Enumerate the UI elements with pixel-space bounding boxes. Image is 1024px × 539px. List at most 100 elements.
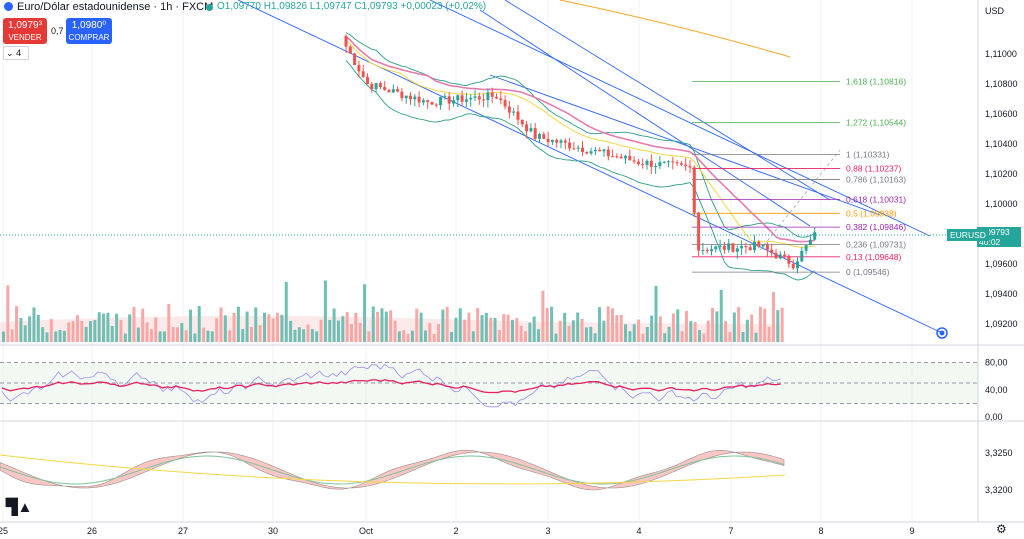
volume-bar [510,319,514,342]
volume-bar [75,315,79,342]
candle-body [512,111,516,113]
candle-body [688,166,692,168]
volume-bar [724,321,728,342]
badge-price: 1,09793 [979,227,1010,237]
time-tick-label: 3 [545,526,550,536]
volume-bar [732,312,736,342]
sell-button[interactable]: 1,0979³ VENDER [3,18,47,44]
volume-bar [80,320,84,342]
volume-bar [19,318,23,342]
volume-bar [497,330,501,342]
volume-bar [176,327,179,342]
candle-body [525,124,529,132]
bollinger-bands [345,0,815,281]
volume-bar [10,329,14,342]
candle-body [387,89,391,93]
volume-bar [89,321,92,342]
volume-bar [215,318,219,342]
candle-body [473,96,477,98]
trend-line [489,74,881,216]
volume-bar [345,311,349,342]
volume-bar [489,317,493,342]
chart-title[interactable]: Euro/Dólar estadounidense · 1h · FXCM [17,1,214,13]
volume-bar [767,326,771,342]
price-tick-label: 1,10400 [985,139,1018,149]
candle-body [722,245,726,250]
price-tick-label: 1,09600 [985,259,1018,269]
price-tick-label: 1,10000 [985,199,1018,209]
volume-bar [545,307,549,342]
candle-body [787,255,791,264]
volume-bar [206,330,210,342]
volume-bar [645,327,649,342]
volume-bar [698,330,701,342]
buy-button[interactable]: 1,0980⁰ COMPRAR [66,18,112,44]
volume-bar [419,312,423,342]
candle-body [400,91,404,99]
volume-bar [515,318,519,342]
candle-body [383,87,387,90]
volume-bar [528,322,532,342]
rsi-pane: 80,00 40,00 0,00 [0,358,1008,422]
oscillator-baseline [0,454,786,485]
time-tick-label: Oct [359,526,374,536]
candle-body [667,161,670,163]
candle-body [800,250,804,262]
volume-bar [750,314,754,342]
currency-label[interactable]: USD [985,6,1005,16]
candle-body [495,96,498,99]
candle-body [477,96,481,100]
candle-body [404,95,408,99]
candle-body [593,149,597,152]
indicators-toggle[interactable]: ⌄ 4 [3,46,29,60]
candle-body [606,149,610,157]
volume-bar [2,331,5,342]
candle-body [542,134,546,139]
volume-bar [167,303,171,342]
volume-bar [567,325,571,342]
volume-bar [524,331,527,342]
volume-bar [423,330,427,342]
time-tick-label: 27 [178,526,188,536]
volume-bar [428,322,432,342]
candle-body [632,160,636,162]
candle-body [413,96,417,100]
candle-body [727,243,731,250]
volume-bar [128,314,132,342]
candle-body [654,166,658,168]
time-tick-label: 2 [453,526,458,536]
volume-bar [754,332,758,342]
trend-anchor-dot [939,330,945,336]
candle-body [452,100,455,104]
volume-bar [315,331,319,342]
volume-bar [558,320,562,342]
volume-bar [193,333,197,342]
fibonacci-levels[interactable]: 0 (1,09546) 0,13 (1,09648) 0,236 (1,09731)… [0,77,978,278]
volume-bar [432,333,436,342]
live-dot-icon [206,4,213,11]
candle-body [761,244,765,247]
candle-body [391,89,395,93]
volume-bar [41,327,45,342]
candle-body [434,104,438,106]
candle-body [598,149,602,152]
badge-countdown: 40:02 [979,237,1001,247]
settings-gear-icon[interactable]: ⚙ [996,522,1007,536]
volume-bar [62,330,66,342]
ma-orange [559,0,791,58]
volume-bar [319,319,323,342]
candle-body [533,128,537,139]
volume-bar [136,327,140,342]
time-tick-label: 4 [636,526,641,536]
volume-bar [676,309,680,342]
candle-body [550,139,554,143]
volume-bar [36,314,40,342]
volume-bar [619,314,623,342]
volume-bar [480,315,484,342]
candle-body [447,96,451,104]
volume-bar [393,320,397,342]
volume-bar [615,315,619,342]
candle-body [636,161,640,165]
volume-bar [589,326,593,342]
